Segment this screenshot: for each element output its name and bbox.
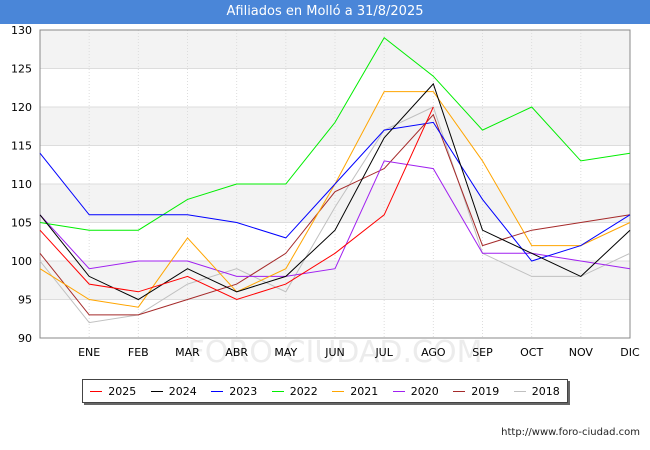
legend-swatch bbox=[332, 390, 345, 392]
x-tick-label: MAR bbox=[175, 346, 200, 359]
legend-item-2021: 2021 bbox=[332, 385, 378, 398]
legend-label: 2025 bbox=[108, 384, 137, 398]
legend-swatch bbox=[150, 390, 163, 392]
y-tick-label: 95 bbox=[18, 294, 32, 307]
y-tick-label: 110 bbox=[11, 178, 32, 191]
legend-label: 2020 bbox=[410, 384, 439, 398]
chart-title: Afiliados en Molló a 31/8/2025 bbox=[0, 0, 650, 24]
legend-label: 2024 bbox=[168, 384, 197, 398]
x-tick-label: DIC bbox=[620, 346, 640, 359]
y-tick-label: 105 bbox=[11, 217, 32, 230]
x-tick-label: AGO bbox=[421, 346, 446, 359]
x-tick-label: JUL bbox=[374, 346, 393, 359]
x-tick-label: SEP bbox=[472, 346, 493, 359]
series-line-2019 bbox=[39, 113, 631, 316]
legend-swatch bbox=[90, 390, 103, 392]
y-tick-label: 125 bbox=[11, 63, 32, 76]
legend-label: 2018 bbox=[531, 384, 560, 398]
legend-swatch bbox=[453, 390, 466, 392]
plot-band bbox=[40, 30, 630, 69]
legend-swatch bbox=[211, 390, 224, 392]
series-line-2025 bbox=[39, 106, 434, 301]
y-tick-label: 100 bbox=[11, 255, 32, 268]
legend-swatch bbox=[513, 390, 526, 392]
legend-item-2025: 2025 bbox=[90, 385, 136, 398]
legend-item-2018: 2018 bbox=[513, 384, 560, 398]
legend-swatch bbox=[392, 390, 405, 392]
legend-item-2022: 2022 bbox=[271, 384, 318, 398]
x-tick-label: MAY bbox=[274, 346, 297, 359]
x-tick-label: JUN bbox=[324, 346, 345, 359]
watermark-text: FORO-CIUDAD.COM bbox=[188, 335, 483, 370]
x-tick-label: NOV bbox=[569, 346, 594, 359]
x-tick-label: OCT bbox=[520, 346, 543, 359]
plot-frame bbox=[39, 29, 631, 339]
y-tick-label: 120 bbox=[11, 101, 32, 114]
source-url: http://www.foro-ciudad.com bbox=[501, 427, 640, 438]
legend-label: 2022 bbox=[289, 384, 318, 398]
legend-swatch bbox=[271, 390, 284, 392]
legend-label: 2019 bbox=[471, 384, 500, 398]
y-tick-label: 90 bbox=[18, 332, 32, 345]
legend-item-2020: 2020 bbox=[392, 384, 439, 398]
series-line-2024 bbox=[39, 82, 631, 301]
legend-item-2019: 2019 bbox=[453, 385, 499, 398]
series-line-2023 bbox=[39, 121, 631, 262]
series-line-2022 bbox=[39, 36, 631, 231]
y-tick-label: 115 bbox=[11, 140, 32, 153]
legend-item-2024: 2024 bbox=[150, 384, 197, 398]
legend-label: 2023 bbox=[229, 384, 258, 398]
plot-band bbox=[40, 145, 630, 184]
legend-label: 2021 bbox=[350, 384, 379, 398]
x-tick-label: FEB bbox=[128, 346, 149, 359]
legend-item-2023: 2023 bbox=[211, 385, 257, 398]
x-tick-label: ENE bbox=[78, 346, 100, 359]
plot-band bbox=[40, 261, 630, 300]
y-tick-label: 130 bbox=[11, 24, 32, 37]
x-tick-label: ABR bbox=[225, 346, 248, 359]
chart-legend: 2025 2024 2023 2022 2021 2020 2019 2018 bbox=[82, 379, 568, 403]
